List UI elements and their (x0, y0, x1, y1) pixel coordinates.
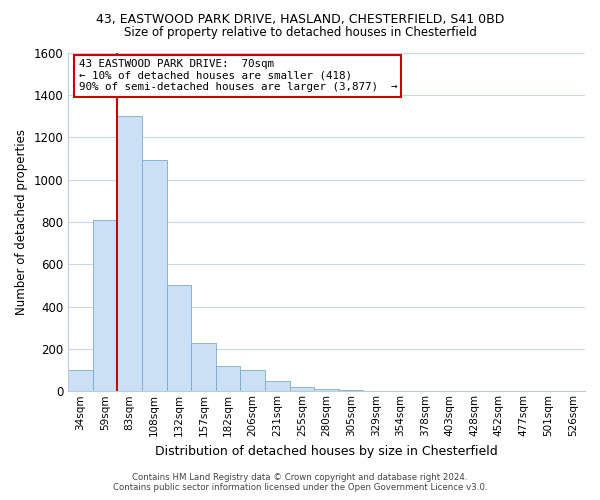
Bar (191, 342, 216, 392)
Bar (68, 370, 93, 392)
Bar (339, 390, 364, 392)
Bar (118, 116, 142, 392)
Bar (241, 370, 265, 392)
Bar (364, 390, 388, 392)
Text: 43 EASTWOOD PARK DRIVE:  70sqm
← 10% of detached houses are smaller (418)
90% of: 43 EASTWOOD PARK DRIVE: 70sqm ← 10% of d… (79, 60, 397, 92)
Bar (93, 220, 118, 392)
Bar (314, 389, 339, 392)
Y-axis label: Number of detached properties: Number of detached properties (15, 129, 28, 315)
Bar (290, 387, 314, 392)
Bar (167, 286, 191, 392)
X-axis label: Distribution of detached houses by size in Chesterfield: Distribution of detached houses by size … (155, 444, 498, 458)
Text: 43, EASTWOOD PARK DRIVE, HASLAND, CHESTERFIELD, S41 0BD: 43, EASTWOOD PARK DRIVE, HASLAND, CHESTE… (96, 12, 504, 26)
Bar (216, 366, 241, 392)
Text: Contains HM Land Registry data © Crown copyright and database right 2024.
Contai: Contains HM Land Registry data © Crown c… (113, 473, 487, 492)
Bar (142, 160, 167, 392)
Bar (265, 380, 290, 392)
Text: Size of property relative to detached houses in Chesterfield: Size of property relative to detached ho… (124, 26, 476, 39)
